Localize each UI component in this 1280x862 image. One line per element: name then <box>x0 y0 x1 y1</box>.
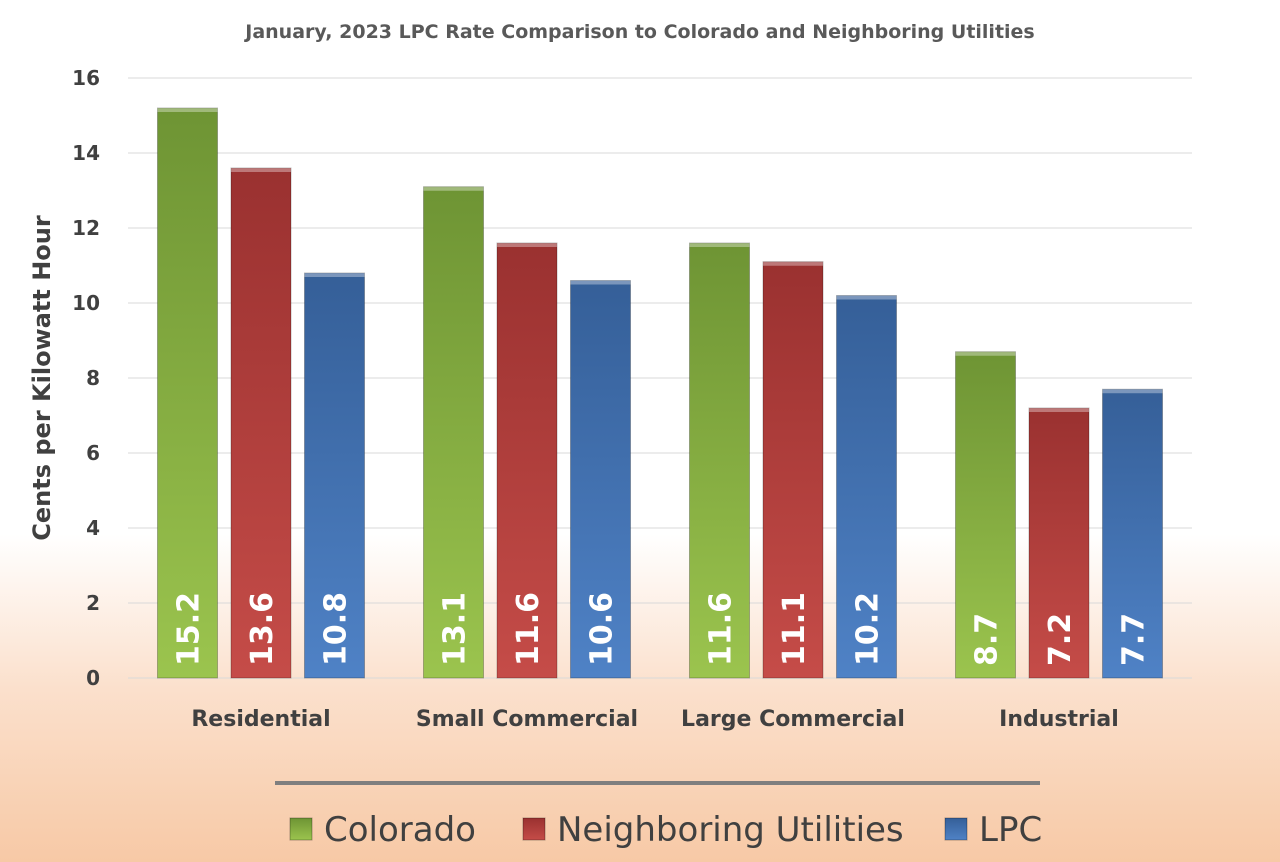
legend-swatch <box>522 817 546 841</box>
bar <box>304 272 365 679</box>
y-tick-label: 0 <box>86 666 100 690</box>
legend-swatch <box>944 817 968 841</box>
bar-highlight <box>836 295 897 300</box>
data-label: 11.6 <box>511 592 546 666</box>
bar <box>157 107 218 679</box>
legend-swatch <box>289 817 313 841</box>
x-tick-label: Residential <box>191 707 330 732</box>
data-label: 8.7 <box>970 613 1005 666</box>
bar <box>1028 407 1090 679</box>
bar-highlight <box>304 273 365 277</box>
data-label: 11.6 <box>704 592 739 666</box>
bar-highlight <box>1102 389 1163 394</box>
data-label: 13.1 <box>438 592 473 666</box>
legend-label: LPC <box>979 810 1042 850</box>
bar <box>955 351 1016 679</box>
data-label: 13.6 <box>245 592 280 666</box>
bar-highlight <box>570 280 631 285</box>
data-label: 10.2 <box>851 592 886 666</box>
bar <box>689 242 750 679</box>
data-label: 10.8 <box>319 592 354 666</box>
x-tick-label: Small Commercial <box>416 707 638 732</box>
y-tick-label: 6 <box>86 441 100 465</box>
y-tick-label: 8 <box>86 366 100 390</box>
y-tick-label: 2 <box>86 591 100 615</box>
chart-title: January, 2023 LPC Rate Comparison to Col… <box>243 21 1034 43</box>
data-label: 10.6 <box>585 592 620 666</box>
y-tick-label: 14 <box>72 141 100 165</box>
bar <box>836 295 897 679</box>
bar-highlight <box>231 168 291 172</box>
data-label: 15.2 <box>172 592 207 666</box>
data-label: 7.2 <box>1043 613 1078 666</box>
bar <box>570 280 631 679</box>
y-axis-label: Cents per Kilowatt Hour <box>28 215 56 541</box>
bar <box>230 167 292 679</box>
bar-highlight <box>689 243 750 247</box>
y-tick-label: 16 <box>72 66 100 90</box>
y-tick-label: 4 <box>86 516 100 540</box>
bar-highlight <box>955 351 1016 356</box>
bar-highlight <box>497 243 557 247</box>
bar <box>762 261 824 679</box>
bar <box>496 242 558 679</box>
y-tick-label: 10 <box>72 291 100 315</box>
legend-label: Colorado <box>324 810 476 850</box>
bar-highlight <box>1029 408 1089 412</box>
legend-label: Neighboring Utilities <box>557 810 904 850</box>
data-label: 7.7 <box>1117 613 1152 666</box>
bar <box>423 186 484 679</box>
data-label: 11.1 <box>777 592 812 666</box>
bar-highlight <box>157 108 218 112</box>
bar <box>1102 388 1163 679</box>
x-tick-label: Large Commercial <box>681 707 905 732</box>
bar-highlight <box>763 261 823 266</box>
x-tick-label: Industrial <box>999 707 1119 732</box>
y-tick-label: 12 <box>72 216 100 240</box>
bar-highlight <box>423 186 484 191</box>
